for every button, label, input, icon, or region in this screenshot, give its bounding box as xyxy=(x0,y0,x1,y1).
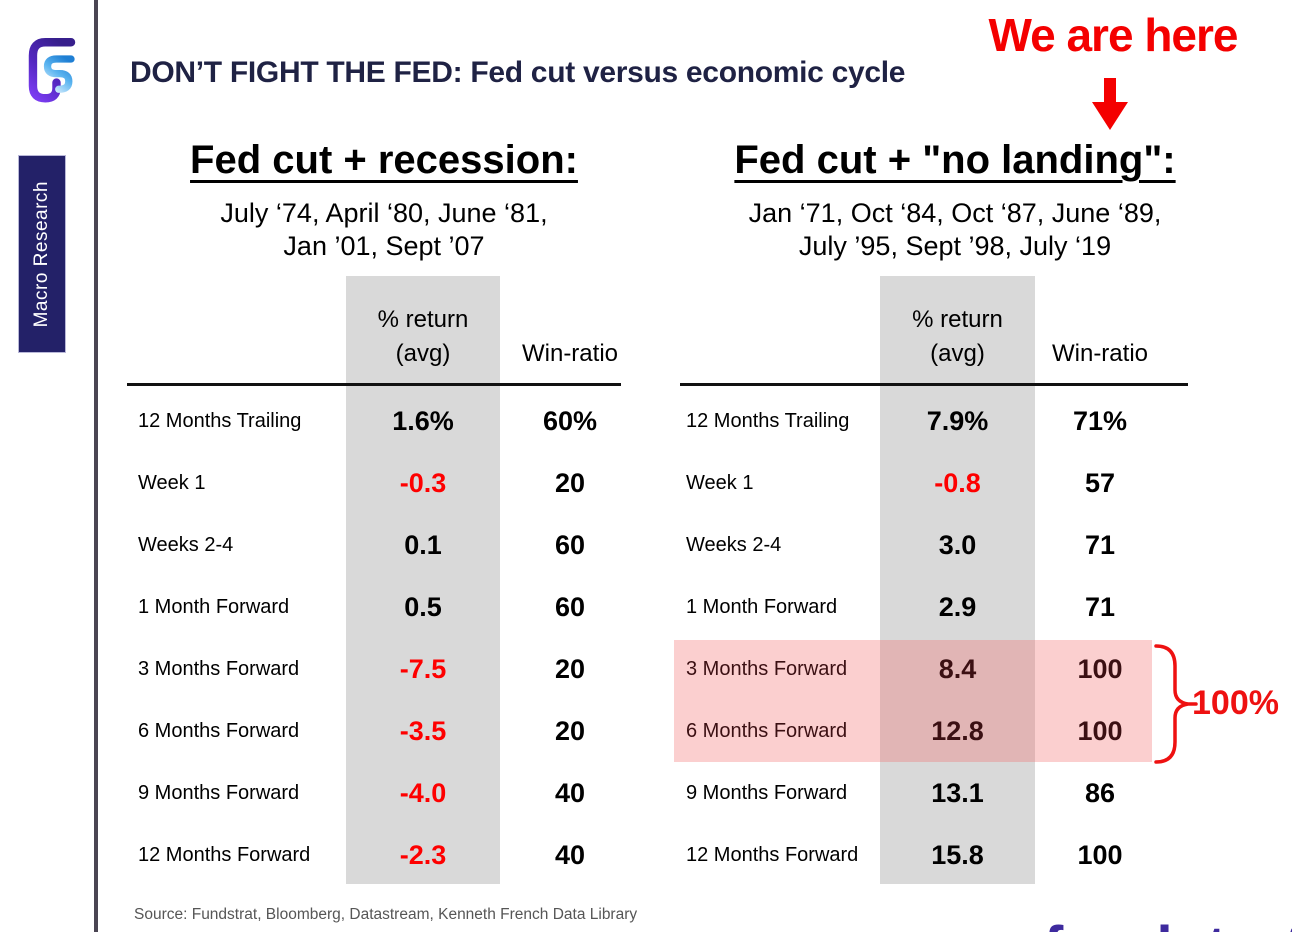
return-value: 12.8 xyxy=(931,715,984,746)
row-label: 12 Months Trailing xyxy=(686,409,850,432)
return-value: -7.5 xyxy=(399,653,447,684)
vertical-divider xyxy=(94,0,98,932)
left-dates-line1: July ‘74, April ‘80, June ‘81, xyxy=(220,198,548,228)
return-value: -0.8 xyxy=(934,467,981,498)
left-table: 12 Months Trailing 1.6% 60% Week 1 -0.3 … xyxy=(128,390,640,886)
highlight-band xyxy=(674,640,1152,762)
left-table-title: Fed cut + recession: xyxy=(190,138,578,182)
left-header-rule xyxy=(127,383,621,386)
win-ratio-value: 71% xyxy=(1072,405,1128,436)
win-ratio-value: 86 xyxy=(1084,777,1116,808)
right-dates-line1: Jan ‘71, Oct ‘84, Oct ‘87, June ‘89, xyxy=(748,198,1162,228)
return-value: 1.6% xyxy=(392,405,454,436)
row-label: 9 Months Forward xyxy=(686,781,848,804)
row-label: 6 Months Forward xyxy=(686,719,848,742)
red-down-arrow-icon xyxy=(1092,78,1128,130)
return-value: 3.0 xyxy=(938,529,977,560)
page-title: DON’T FIGHT THE FED: Fed cut versus econ… xyxy=(130,56,906,89)
return-value: 0.1 xyxy=(404,529,442,560)
left-table-dates: July ‘74, April ‘80, June ‘81, Jan ’01, … xyxy=(128,197,640,263)
win-ratio-value: 100 xyxy=(1077,715,1123,746)
return-value: -4.0 xyxy=(399,777,447,808)
row-label: 3 Months Forward xyxy=(138,657,300,680)
win-ratio-value: 40 xyxy=(554,777,586,808)
sidebar-label: Macro Research xyxy=(31,180,52,328)
sidebar-macro-research-badge: Macro Research xyxy=(18,155,66,353)
return-value: -3.5 xyxy=(399,715,447,746)
brace-label: 100% xyxy=(1192,684,1279,722)
left-col-return-subheader: (avg) xyxy=(395,340,451,367)
row-label: Weeks 2-4 xyxy=(138,533,234,556)
win-ratio-value: 20 xyxy=(554,653,586,684)
right-header-rule xyxy=(680,383,1188,386)
return-value: 8.4 xyxy=(938,653,977,684)
source-note: Source: Fundstrat, Bloomberg, Datastream… xyxy=(134,906,638,923)
win-ratio-value: 57 xyxy=(1084,467,1116,498)
row-label: 1 Month Forward xyxy=(138,595,290,618)
win-ratio-value: 20 xyxy=(554,467,586,498)
left-col-return-header: % return xyxy=(377,306,469,333)
win-ratio-value: 60 xyxy=(554,591,586,622)
row-label: 3 Months Forward xyxy=(686,657,848,680)
right-return-column-shading xyxy=(880,276,1035,884)
return-value: -0.3 xyxy=(399,467,447,498)
left-col-win-header: Win-ratio xyxy=(521,340,618,367)
row-label: Week 1 xyxy=(686,471,754,494)
row-label: 12 Months Forward xyxy=(686,843,859,866)
return-value: 2.9 xyxy=(938,591,977,622)
right-table: 12 Months Trailing 7.9% 71% Week 1 -0.8 … xyxy=(676,390,1165,886)
right-col-return-header: % return xyxy=(912,306,1003,333)
fundstrat-logo-icon xyxy=(28,38,76,103)
right-table-title: Fed cut + "no landing": xyxy=(734,138,1176,182)
row-label: 12 Months Trailing xyxy=(138,409,302,432)
fundstrat-wordmark-clipped: fundstrat xyxy=(1044,921,1292,932)
we-are-here-annotation: We are here xyxy=(988,9,1239,61)
return-value: 0.5 xyxy=(404,591,442,622)
win-ratio-value: 100 xyxy=(1077,839,1123,870)
row-label: Week 1 xyxy=(138,471,206,494)
win-ratio-value: 60 xyxy=(554,529,586,560)
left-dates-line2: Jan ’01, Sept ’07 xyxy=(283,231,485,261)
win-ratio-value: 71 xyxy=(1084,591,1116,622)
win-ratio-value: 71 xyxy=(1084,529,1116,560)
red-brace-icon xyxy=(1154,644,1198,764)
row-label: 6 Months Forward xyxy=(138,719,300,742)
return-value: 13.1 xyxy=(931,777,984,808)
win-ratio-value: 40 xyxy=(554,839,586,870)
row-label: 1 Month Forward xyxy=(686,595,838,618)
win-ratio-value: 20 xyxy=(554,715,586,746)
right-col-win-header: Win-ratio xyxy=(1051,340,1148,367)
left-return-column-shading xyxy=(346,276,500,884)
row-label: 9 Months Forward xyxy=(138,781,300,804)
row-label: Weeks 2-4 xyxy=(686,533,782,556)
right-col-return-subheader: (avg) xyxy=(930,340,985,367)
return-value: 15.8 xyxy=(931,839,984,870)
return-value: -2.3 xyxy=(399,839,447,870)
right-table-dates: Jan ‘71, Oct ‘84, Oct ‘87, June ‘89, Jul… xyxy=(690,197,1220,263)
row-label: 12 Months Forward xyxy=(138,843,311,866)
right-dates-line2: July ’95, Sept ’98, July ‘19 xyxy=(798,231,1112,261)
win-ratio-value: 100 xyxy=(1077,653,1123,684)
return-value: 7.9% xyxy=(926,405,989,436)
win-ratio-value: 60% xyxy=(542,405,598,436)
